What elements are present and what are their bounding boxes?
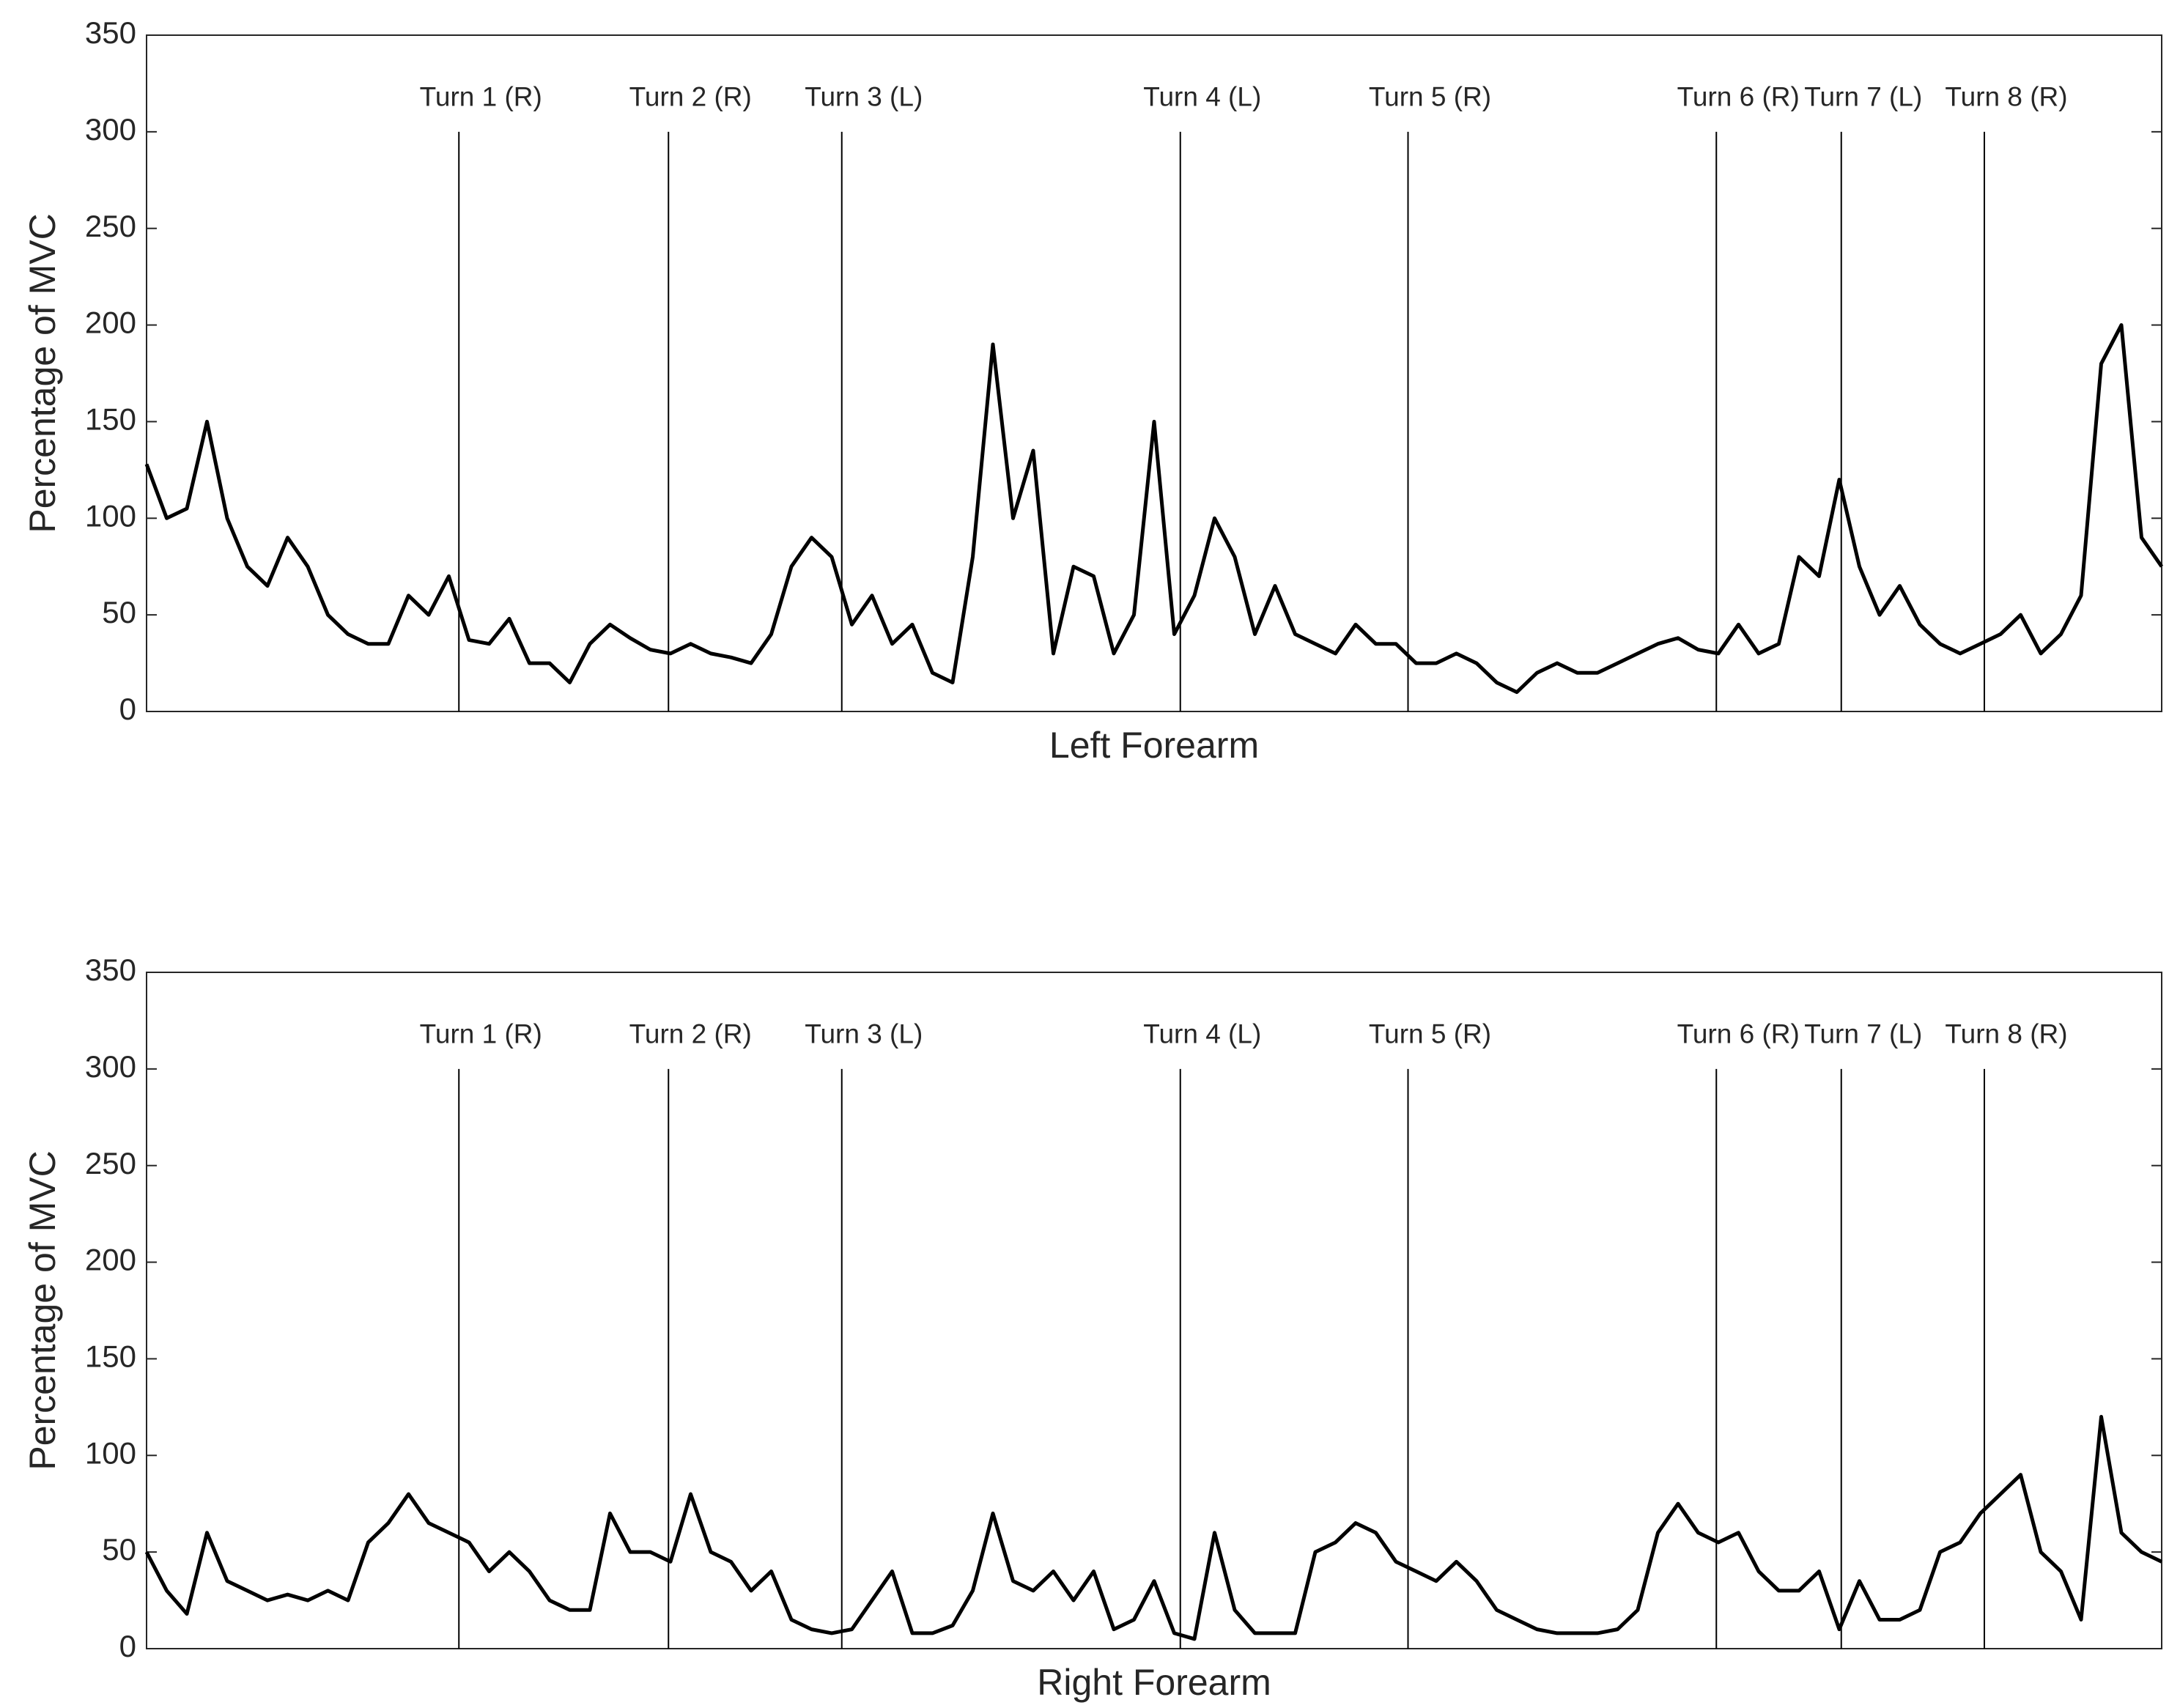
- turn-label: Turn 5 (R): [1369, 82, 1491, 112]
- y-tick-label: 200: [85, 1243, 136, 1277]
- plot-area: [146, 972, 2162, 1649]
- turn-label: Turn 7 (L): [1804, 82, 1922, 112]
- y-tick-label: 250: [85, 209, 136, 243]
- y-tick-label: 150: [85, 402, 136, 437]
- turn-label: Turn 7 (L): [1804, 1019, 1922, 1049]
- y-tick-label: 100: [85, 1435, 136, 1470]
- turn-label: Turn 2 (R): [629, 1019, 752, 1049]
- y-tick-label: 50: [102, 1532, 136, 1567]
- turn-label: Turn 6 (R): [1677, 82, 1800, 112]
- turn-label: Turn 4 (L): [1143, 1019, 1261, 1049]
- y-tick-label: 150: [85, 1339, 136, 1374]
- turn-label: Turn 4 (L): [1143, 82, 1261, 112]
- x-axis-label: Left Forearm: [1049, 725, 1259, 766]
- data-line: [144, 1415, 2163, 1641]
- y-tick-label: 350: [85, 15, 136, 50]
- plot-area: [146, 34, 2162, 712]
- y-axis-label: Percentage of MVC: [22, 213, 63, 533]
- turn-label: Turn 6 (R): [1677, 1019, 1800, 1049]
- y-tick-label: 300: [85, 1049, 136, 1084]
- y-tick-label: 300: [85, 112, 136, 147]
- turn-label: Turn 5 (R): [1369, 1019, 1491, 1049]
- y-tick-label: 350: [85, 953, 136, 987]
- y-tick-label: 250: [85, 1146, 136, 1180]
- y-axis-label: Percentage of MVC: [22, 1150, 63, 1470]
- y-tick-label: 200: [85, 306, 136, 340]
- turn-label: Turn 8 (R): [1945, 82, 2067, 112]
- y-tick-label: 100: [85, 498, 136, 533]
- turn-label: Turn 3 (L): [805, 82, 923, 112]
- turn-label: Turn 3 (L): [805, 1019, 923, 1049]
- turn-label: Turn 1 (R): [420, 1019, 542, 1049]
- y-tick-label: 0: [119, 692, 136, 726]
- turn-label: Turn 8 (R): [1945, 1019, 2067, 1049]
- turn-label: Turn 1 (R): [420, 82, 542, 112]
- x-axis-label: Right Forearm: [1037, 1662, 1271, 1703]
- y-tick-label: 0: [119, 1629, 136, 1663]
- y-tick-label: 50: [102, 595, 136, 629]
- turn-label: Turn 2 (R): [629, 82, 752, 112]
- data-line: [144, 323, 2164, 695]
